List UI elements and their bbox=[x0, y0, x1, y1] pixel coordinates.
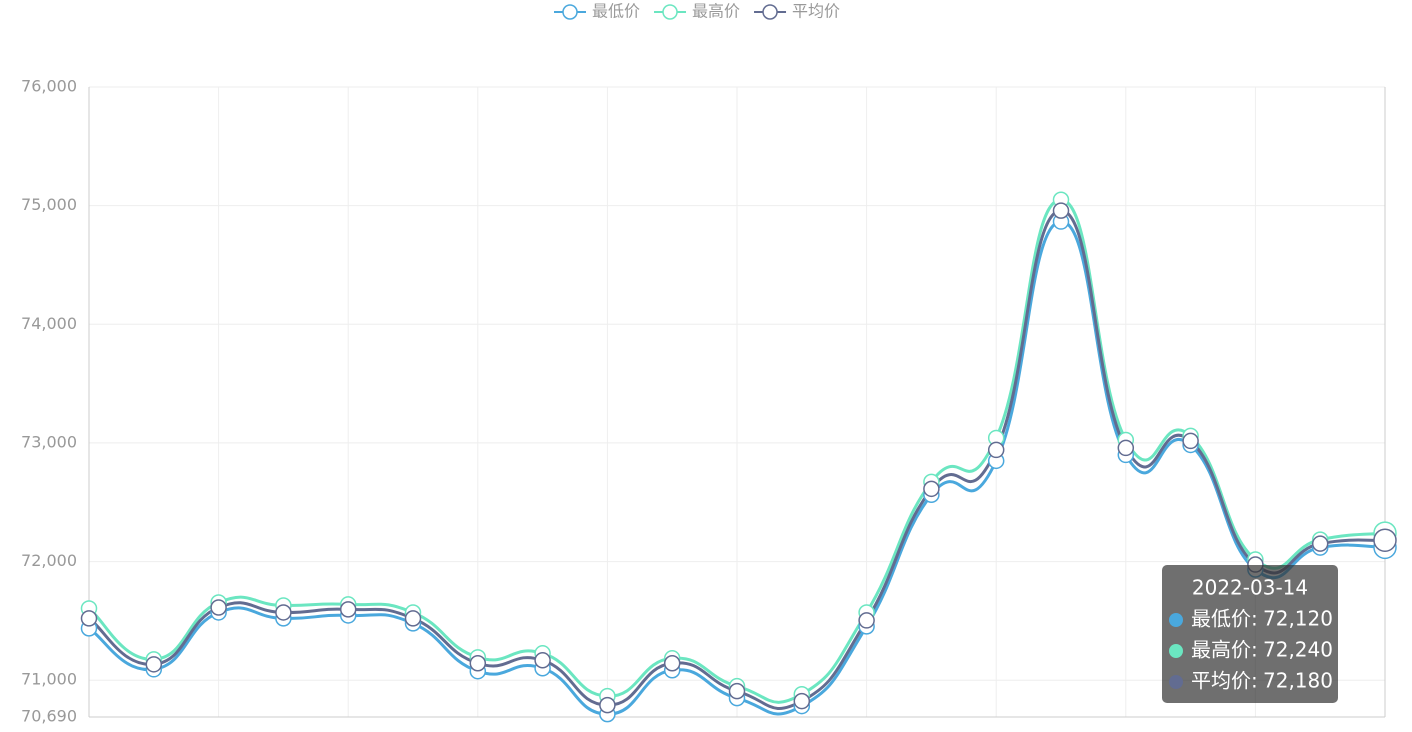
data-point[interactable] bbox=[534, 652, 551, 669]
tooltip-value: 72,180 bbox=[1263, 669, 1333, 693]
data-point[interactable] bbox=[858, 612, 875, 629]
y-tick-label: 74,000 bbox=[21, 314, 77, 333]
tooltip-name: 最高价 bbox=[1191, 638, 1251, 662]
data-point[interactable] bbox=[1182, 432, 1199, 450]
y-tick-label: 70,690 bbox=[21, 707, 77, 726]
tooltip-box bbox=[1162, 565, 1338, 703]
data-point[interactable] bbox=[404, 610, 422, 627]
legend-item[interactable]: 平均价 bbox=[754, 2, 840, 21]
legend-label: 最高价 bbox=[692, 2, 740, 21]
data-point[interactable] bbox=[1311, 535, 1329, 552]
y-tick-label: 73,000 bbox=[21, 432, 77, 451]
tooltip-sep: : bbox=[1251, 607, 1258, 631]
legend-symbol bbox=[562, 4, 578, 20]
y-tick-label: 71,000 bbox=[21, 670, 77, 689]
tooltip-marker bbox=[1169, 613, 1183, 627]
legend-item[interactable]: 最低价 bbox=[554, 2, 640, 21]
legend-symbol bbox=[662, 4, 678, 20]
data-point[interactable] bbox=[210, 599, 227, 616]
tooltip-name: 平均价 bbox=[1191, 669, 1251, 693]
tooltip-name: 最低价 bbox=[1191, 607, 1251, 631]
tooltip: 2022-03-14 最低价: 72,120 最高价: 72,240 平均价: 72,… bbox=[1162, 565, 1338, 703]
tooltip-value: 72,240 bbox=[1263, 638, 1333, 662]
data-point[interactable] bbox=[728, 682, 746, 700]
data-point[interactable] bbox=[599, 696, 616, 714]
tooltip-marker bbox=[1169, 644, 1183, 658]
legend-label: 最低价 bbox=[592, 2, 640, 21]
legend-label: 平均价 bbox=[792, 2, 840, 21]
series-line bbox=[88, 209, 1386, 711]
data-point[interactable] bbox=[145, 656, 163, 673]
tooltip-marker bbox=[1169, 675, 1183, 689]
y-tick-label: 76,000 bbox=[21, 77, 77, 96]
tooltip-value: 72,120 bbox=[1263, 607, 1333, 631]
data-point[interactable] bbox=[987, 441, 1005, 459]
data-point[interactable] bbox=[1052, 202, 1070, 219]
legend-symbol bbox=[762, 4, 778, 20]
tooltip-title: 2022-03-14 bbox=[1192, 576, 1308, 600]
data-point[interactable] bbox=[793, 692, 811, 710]
data-point[interactable] bbox=[1373, 528, 1397, 552]
series-line bbox=[88, 220, 1386, 716]
data-point[interactable] bbox=[275, 604, 292, 621]
data-point[interactable] bbox=[663, 655, 681, 672]
data-point[interactable] bbox=[339, 601, 357, 618]
series-line bbox=[88, 198, 1386, 704]
tooltip-sep: : bbox=[1251, 638, 1258, 662]
data-point[interactable] bbox=[469, 655, 487, 672]
data-point[interactable] bbox=[923, 480, 940, 498]
data-point[interactable] bbox=[80, 610, 98, 627]
y-tick-label: 72,000 bbox=[21, 551, 77, 570]
y-tick-label: 75,000 bbox=[21, 195, 77, 214]
legend-item[interactable]: 最高价 bbox=[654, 2, 740, 21]
data-point[interactable] bbox=[1117, 439, 1135, 457]
tooltip-sep: : bbox=[1251, 669, 1258, 693]
